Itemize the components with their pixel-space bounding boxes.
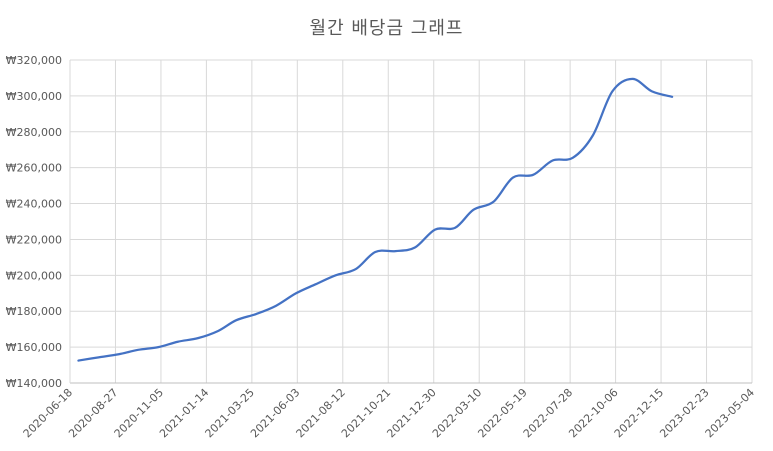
y-tick-label: ₩260,000: [6, 162, 62, 175]
y-tick-label: ₩280,000: [6, 126, 62, 139]
chart-title: 월간 배당금 그래프: [309, 18, 464, 39]
y-tick-label: ₩140,000: [6, 377, 62, 390]
y-tick-label: ₩220,000: [6, 233, 62, 246]
y-tick-label: ₩240,000: [6, 198, 62, 211]
x-tick-label: 2023-05-04: [703, 386, 757, 440]
y-tick-label: ₩160,000: [6, 341, 62, 354]
y-tick-label: ₩200,000: [6, 269, 62, 282]
y-tick-label: ₩180,000: [6, 305, 62, 318]
series-line: [77, 77, 674, 362]
y-tick-label: ₩320,000: [6, 54, 62, 67]
y-tick-label: ₩300,000: [6, 90, 62, 103]
